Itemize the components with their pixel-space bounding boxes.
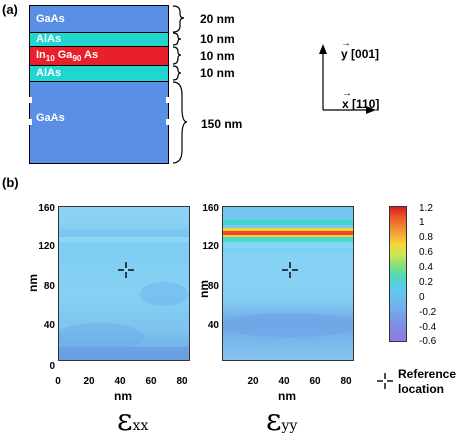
reference-cross-icon-eyy xyxy=(282,262,298,278)
colorbar-tick: 0 xyxy=(419,292,425,303)
layer-alas-lower-label: AlAs xyxy=(36,67,62,79)
map1-xtick: 20 xyxy=(83,376,95,387)
map2-ytick: 40 xyxy=(207,320,219,331)
thickness-label-alas-upper: 10 nm xyxy=(200,32,235,46)
thickness-label-gaas-substrate: 150 nm xyxy=(201,117,243,131)
map2-xtick: 20 xyxy=(247,376,259,387)
map2-ytick: 120 xyxy=(202,241,219,252)
colorbar-tick: -0.4 xyxy=(419,322,437,333)
layer-ingaas-label: In10 Ga90 As xyxy=(36,49,99,64)
map1-ytick: 160 xyxy=(38,203,55,214)
layer-ingaas: In10 Ga90 As xyxy=(29,46,169,65)
break-mark-right-1 xyxy=(166,97,171,103)
map1-xtick: 60 xyxy=(145,376,157,387)
layer-alas-lower: AlAs xyxy=(29,65,169,81)
reference-cross-icon-exx xyxy=(118,262,134,278)
legend-line-2: location xyxy=(398,382,445,396)
y-direction-label: → y [001] xyxy=(341,38,380,61)
layer-gaas-substrate: GaAs xyxy=(29,81,169,164)
map1-ylabel: nm xyxy=(26,274,40,292)
colorbar-tick: 0.4 xyxy=(419,262,433,273)
break-mark-left-2 xyxy=(27,119,32,125)
x-arrow-head-icon xyxy=(366,106,376,114)
layer-gaas-substrate-label: GaAs xyxy=(36,112,65,124)
break-mark-left-1 xyxy=(27,97,32,103)
colorbar-tick: 0.6 xyxy=(419,247,433,258)
layer-alas-upper-label: AlAs xyxy=(36,33,62,45)
colorbar-tick: -0.6 xyxy=(419,336,437,347)
panel-b-label: (b) xyxy=(2,175,19,190)
layer-gaas-top: GaAs xyxy=(29,5,169,32)
reference-cross-legend-icon xyxy=(377,373,393,389)
x-direction-label: → x [110] xyxy=(342,88,380,111)
map2-xlabel: nm xyxy=(278,389,296,403)
y-arrow-head-icon xyxy=(319,44,327,54)
colorbar-tick: 1 xyxy=(419,217,425,228)
thickness-label-ingaas: 10 nm xyxy=(200,49,235,63)
map1-ytick: 0 xyxy=(49,361,55,372)
colorbar xyxy=(389,206,407,342)
thickness-label-gaas-top: 20 nm xyxy=(200,12,235,26)
break-mark-right-2 xyxy=(166,119,171,125)
colorbar-tick: 0.8 xyxy=(419,232,433,243)
strain-map-exx xyxy=(58,206,190,361)
map1-xtick: 0 xyxy=(55,376,61,387)
map2-ytick: 80 xyxy=(207,281,219,292)
map1-ytick: 40 xyxy=(43,320,55,331)
map1-xtick: 40 xyxy=(114,376,126,387)
map1-xlabel: nm xyxy=(114,389,132,403)
strain-map-eyy xyxy=(222,206,354,361)
map2-xtick: 60 xyxy=(309,376,321,387)
thickness-braces xyxy=(172,5,188,164)
crystal-axes-arrows xyxy=(319,44,376,114)
colorbar-tick: 1.2 xyxy=(419,203,433,214)
caption-eyy: εyy xyxy=(266,403,298,438)
colorbar-tick: -0.2 xyxy=(419,307,437,318)
map1-ytick: 80 xyxy=(43,281,55,292)
map1-ytick: 120 xyxy=(38,241,55,252)
layer-alas-upper: AlAs xyxy=(29,32,169,46)
map2-xtick: 80 xyxy=(340,376,352,387)
thickness-label-alas-lower: 10 nm xyxy=(200,66,235,80)
caption-exx: εxx xyxy=(117,403,149,438)
panel-a-label: (a) xyxy=(2,2,18,17)
legend-line-1: Reference xyxy=(398,367,457,381)
map2-ylabel: nm xyxy=(197,280,211,298)
colorbar-tick: 0.2 xyxy=(419,277,433,288)
layer-gaas-top-label: GaAs xyxy=(36,13,65,25)
map2-ytick: 160 xyxy=(202,203,219,214)
map1-xtick: 80 xyxy=(176,376,188,387)
map2-xtick: 40 xyxy=(278,376,290,387)
